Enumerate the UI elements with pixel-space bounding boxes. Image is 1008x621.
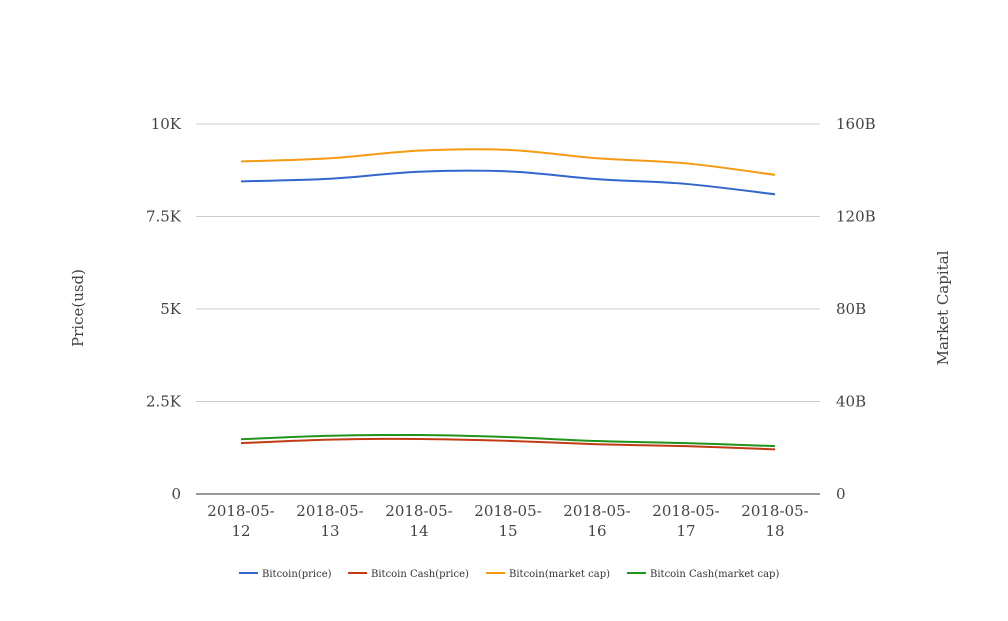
legend-label: Bitcoin Cash(price) <box>371 569 469 580</box>
left-tick-label: 5K <box>160 300 182 318</box>
legend-item: Bitcoin Cash(market cap) <box>627 569 779 580</box>
legend: Bitcoin(price) Bitcoin Cash(price) Bitcoin… <box>239 569 779 580</box>
x-tick-label: 2018-05-16 <box>563 502 630 540</box>
right-tick-label: 120B <box>836 208 876 226</box>
left-axis-ticks: 0 2.5K 5K 7.5K 10K <box>146 115 182 503</box>
right-tick-label: 0 <box>836 485 846 503</box>
legend-item: Bitcoin(price) <box>239 569 332 580</box>
x-tick-label: 2018-05-12 <box>207 502 274 540</box>
x-tick-label: 2018-05-18 <box>741 502 808 540</box>
right-tick-label: 160B <box>836 115 876 133</box>
right-tick-label: 40B <box>836 393 866 411</box>
x-tick-label: 2018-05-13 <box>296 502 363 540</box>
series-lines <box>241 149 775 449</box>
legend-label: Bitcoin(price) <box>262 569 332 580</box>
x-tick-label: 2018-05-14 <box>385 502 452 540</box>
x-tick-label: 2018-05-17 <box>652 502 719 540</box>
legend-label: Bitcoin(market cap) <box>509 569 610 580</box>
series-line-1 <box>241 171 775 195</box>
legend-item: Bitcoin(market cap) <box>486 569 610 580</box>
right-axis-ticks: 0 40B 80B 120B 160B <box>836 115 876 503</box>
right-tick-label: 80B <box>836 300 866 318</box>
x-tick-label: 2018-05-15 <box>474 502 541 540</box>
left-tick-label: 0 <box>171 485 181 503</box>
legend-label: Bitcoin Cash(market cap) <box>650 569 779 580</box>
legend-item: Bitcoin Cash(price) <box>348 569 469 580</box>
left-axis-title: Price(usd) <box>69 269 87 347</box>
right-axis-title: Market Capital <box>934 250 952 365</box>
left-tick-label: 7.5K <box>146 208 182 226</box>
left-tick-label: 2.5K <box>146 393 182 411</box>
left-tick-label: 10K <box>151 115 182 133</box>
x-axis-ticks: 2018-05-12 2018-05-13 2018-05-14 2018-05-15… <box>207 502 808 540</box>
